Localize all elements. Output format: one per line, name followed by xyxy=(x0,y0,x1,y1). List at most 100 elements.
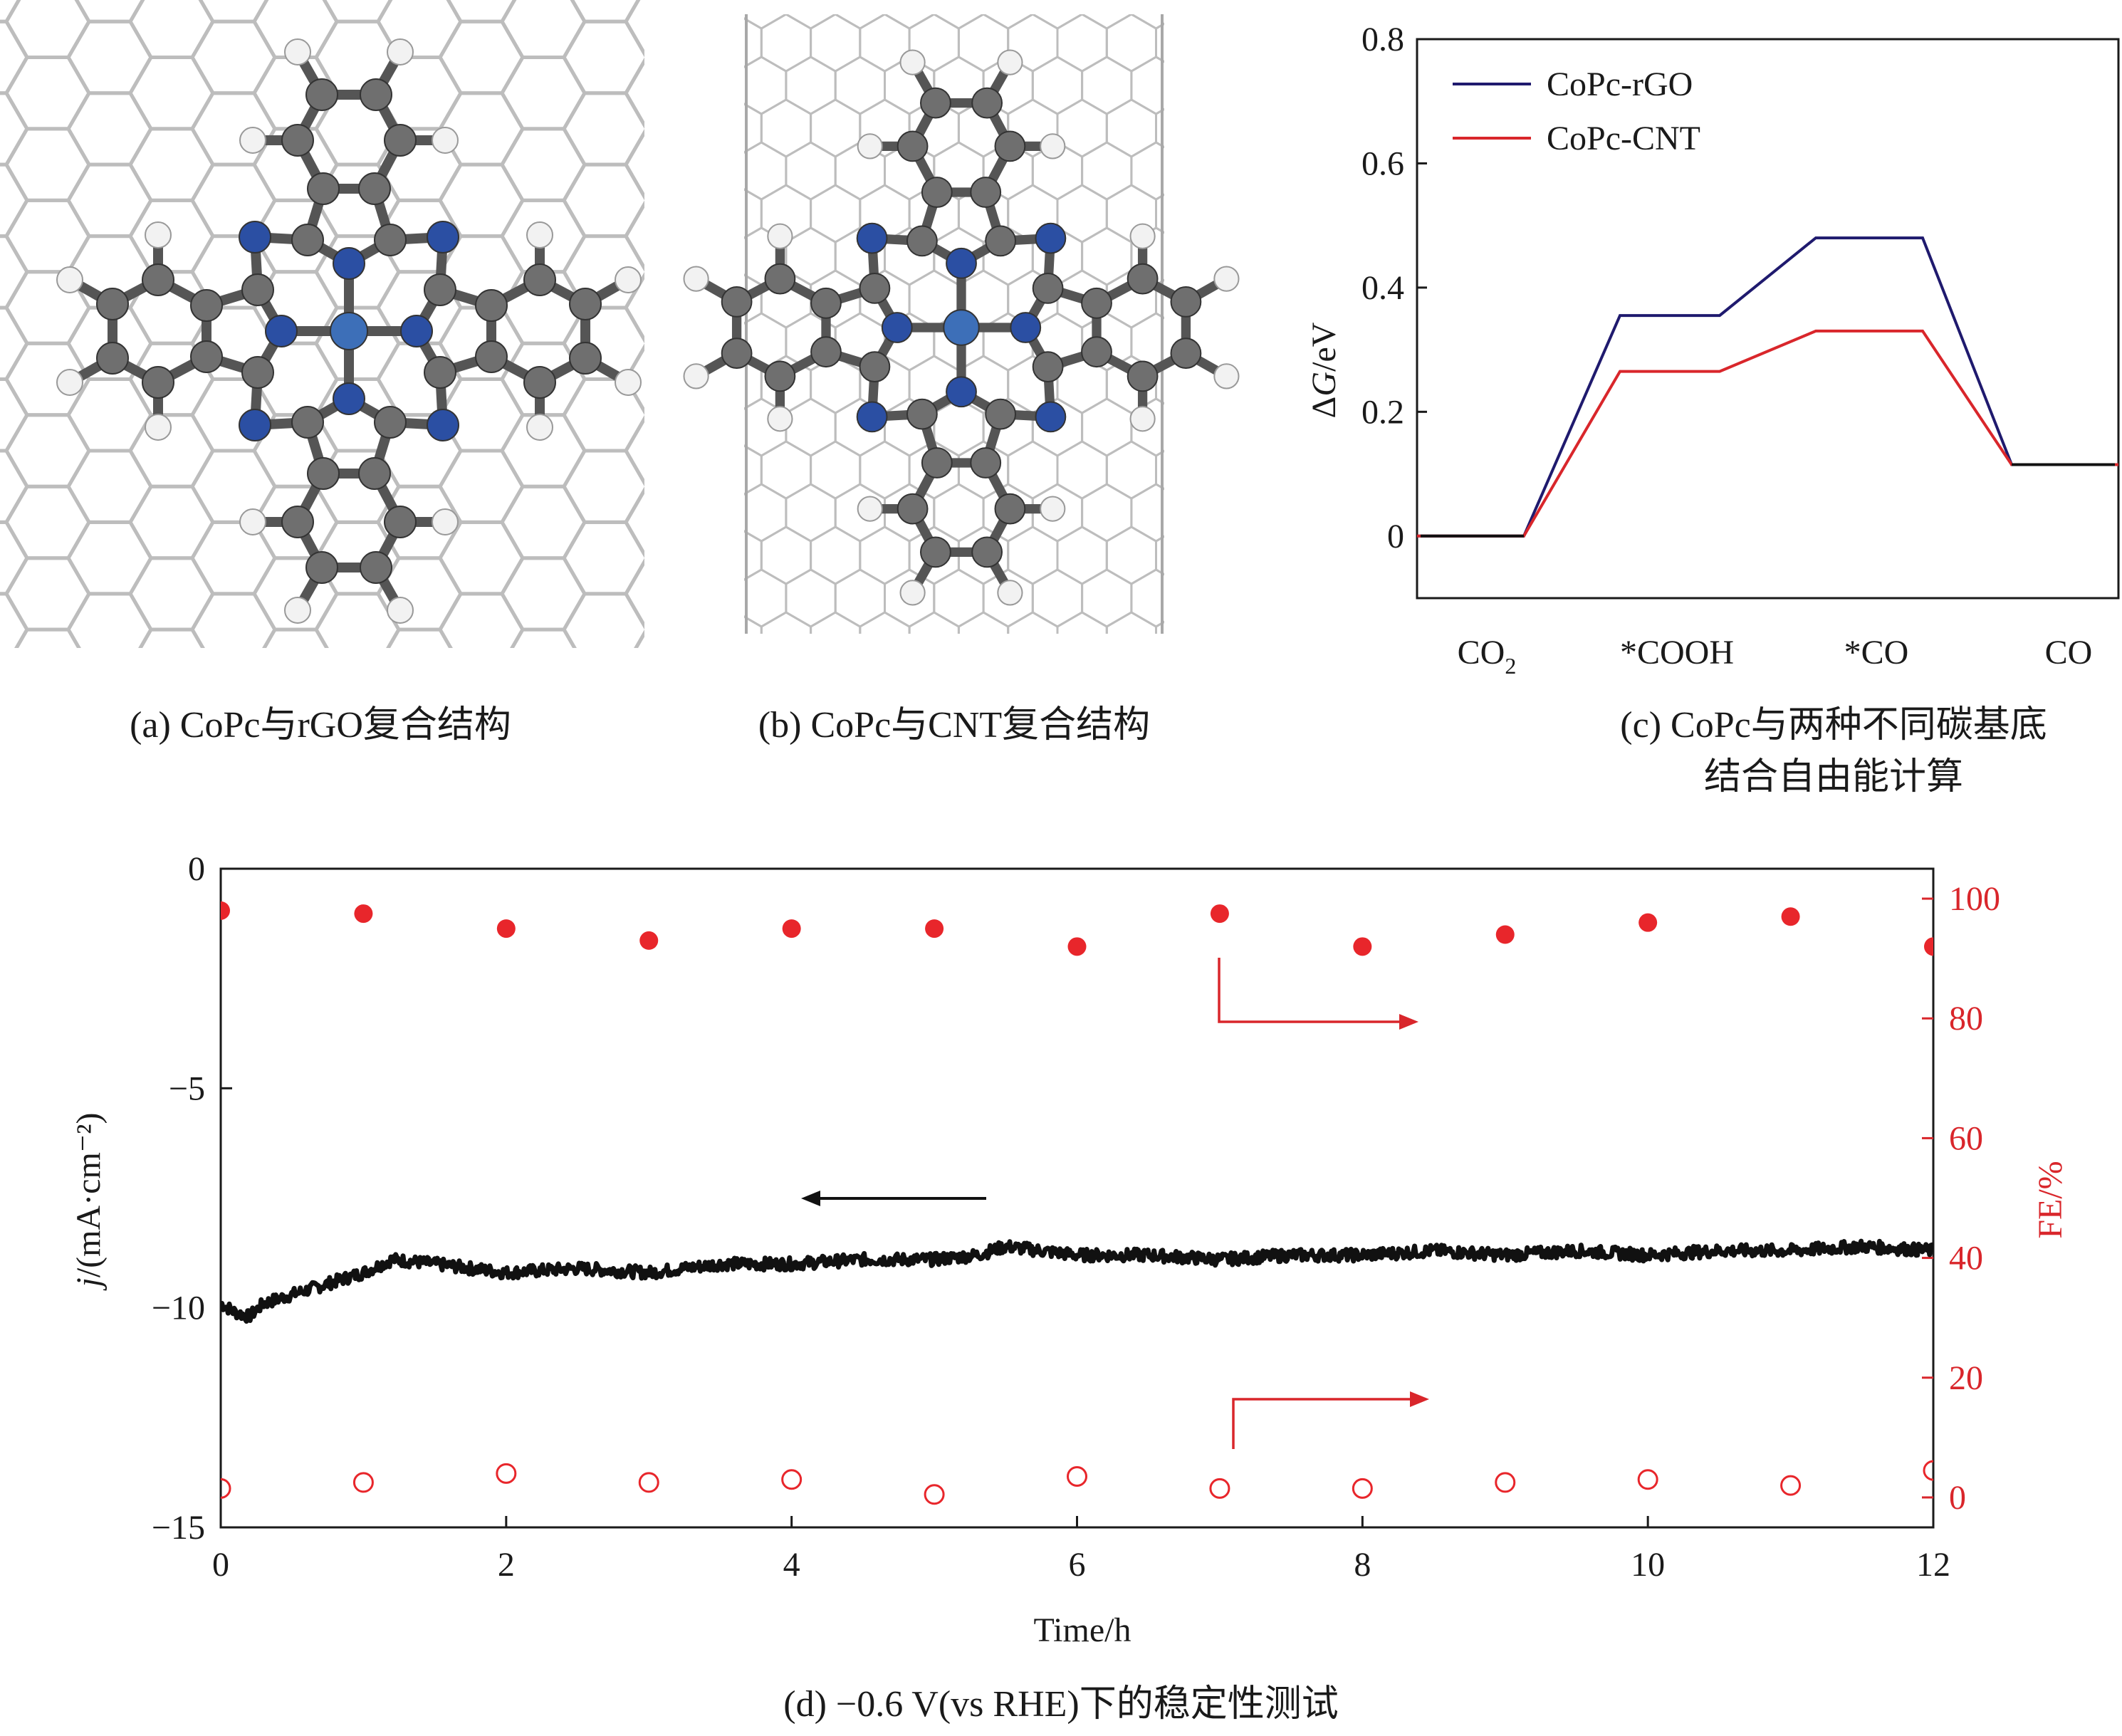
carbon-atom xyxy=(281,506,314,538)
hydrogen-atom xyxy=(615,266,642,293)
x-categories-c: CO2 *COOH *CO CO xyxy=(1458,634,2093,679)
lattice-hexagon xyxy=(624,558,644,629)
tube-hexagon xyxy=(834,14,886,30)
lattice-hexagon xyxy=(128,198,215,274)
lattice-hexagon xyxy=(624,271,644,344)
tube-hexagon xyxy=(785,141,837,201)
hydrogen-atom xyxy=(284,597,311,624)
tube-hexagon xyxy=(1007,440,1059,500)
y-tick-label-c: 0.8 xyxy=(1361,21,1404,58)
hydrogen-atom xyxy=(615,369,642,396)
tube-hexagon xyxy=(785,483,837,543)
panel-c: 0.8 0.6 0.4 0.2 0 ΔG/eV CoPc-rGO CoPc-CNT CO2… xyxy=(1305,21,2120,798)
tube-hexagon xyxy=(744,568,788,628)
tube-hexagon xyxy=(1155,22,1164,63)
hydrogen-atom xyxy=(284,38,311,66)
hydrogen-atom xyxy=(997,49,1023,75)
tube-hexagon xyxy=(859,525,911,585)
tube-hexagon xyxy=(834,56,886,115)
lattice-hexagon xyxy=(128,413,215,488)
lattice-hexagon xyxy=(4,413,91,488)
tube-hexagon xyxy=(1130,14,1164,30)
hydrogen-atom xyxy=(1213,363,1240,389)
tube-hexagon xyxy=(1155,108,1164,149)
fe-co-point xyxy=(1210,904,1229,924)
carbon-atom xyxy=(424,356,456,389)
lattice-hexagon xyxy=(510,627,577,648)
carbon-atom xyxy=(307,457,340,490)
arrow-fe-h2 xyxy=(1232,1398,1417,1449)
hydrogen-atom xyxy=(239,508,266,535)
nitrogen-atom xyxy=(400,315,433,347)
tube-hexagon xyxy=(744,17,763,68)
carbon-atom xyxy=(241,273,274,306)
carbon-atom xyxy=(906,398,938,430)
carbon-atom xyxy=(358,457,391,490)
tube-hexagon xyxy=(1081,397,1133,457)
caption-d: (d) −0.6 V(vs RHE)下的稳定性测试 xyxy=(783,1684,1338,1725)
carbon-atom xyxy=(721,286,753,318)
lattice-hexagon xyxy=(190,19,277,95)
fe-co-point xyxy=(1924,937,1933,956)
fe-co-point xyxy=(1495,925,1515,944)
lattice-hexagon xyxy=(562,449,644,524)
tube-hexagon xyxy=(785,397,837,457)
carbon-atom xyxy=(190,289,223,322)
tube-hexagon xyxy=(744,141,788,201)
lattice-hexagon xyxy=(438,592,525,648)
lattice-hexagon xyxy=(66,520,153,596)
y-tick-label-left: −5 xyxy=(169,1070,205,1107)
carbon-atom xyxy=(142,366,174,399)
lattice-hexagon xyxy=(128,127,215,202)
carbon-atom xyxy=(281,124,314,157)
lattice-hexagon xyxy=(190,520,277,596)
y-tick-label-right: 60 xyxy=(1949,1119,1983,1157)
hydrogen-atom xyxy=(526,221,553,249)
legend-label: CoPc-rGO xyxy=(1547,66,1693,103)
lattice-hexagon xyxy=(66,592,153,648)
hydrogen-atom xyxy=(145,414,172,441)
tube-hexagon xyxy=(810,525,862,585)
tube-hexagon xyxy=(785,568,837,628)
lattice-hexagon xyxy=(624,0,644,58)
tube-hexagon xyxy=(1081,141,1133,201)
carbon-atom xyxy=(971,87,1003,119)
ylabel-c-g: G xyxy=(1305,372,1343,397)
tube-hexagon xyxy=(1181,399,1230,456)
fe-co-point xyxy=(1638,913,1658,932)
nitrogen-atom xyxy=(333,247,365,280)
tube-hexagon xyxy=(1056,525,1108,585)
carbon-atom xyxy=(1127,360,1159,392)
carbon-atom xyxy=(1032,273,1064,304)
panel-b: (b) CoPc与CNT复合结构 xyxy=(683,0,1240,746)
nitrogen-atom xyxy=(881,312,913,343)
lattice-hexagon xyxy=(128,484,215,560)
panel-d: 0 2 4 6 8 10 12 0 −5 −10 −15 100 80 60 40 20 0 Time/h j/… xyxy=(70,850,2069,1725)
hydrogen-atom xyxy=(432,508,459,535)
lattice-hexagon xyxy=(190,592,277,648)
fe-h2-point xyxy=(221,1478,231,1499)
cobalt-atom xyxy=(943,309,980,346)
tube-hexagon xyxy=(687,570,736,627)
tube-hexagon xyxy=(1081,14,1133,30)
cobalt-atom xyxy=(330,312,368,350)
carbon-atom xyxy=(994,493,1026,525)
nitrogen-atom xyxy=(856,401,888,433)
hydrogen-atom xyxy=(899,49,926,75)
tube-hexagon xyxy=(1105,440,1157,500)
x-tick-label-d: 4 xyxy=(783,1546,800,1584)
lattice-hexagon xyxy=(4,556,91,632)
tube-hexagon xyxy=(687,399,736,456)
tube-hexagon xyxy=(884,14,936,30)
tube-hexagon xyxy=(1031,14,1084,30)
tube-hexagon xyxy=(687,0,736,28)
x-tick-label-d: 8 xyxy=(1354,1546,1371,1584)
tube-hexagon xyxy=(810,184,862,244)
hydrogen-atom xyxy=(997,580,1023,606)
direction-arrows xyxy=(801,958,1429,1449)
y-tick-label-left: −10 xyxy=(152,1290,205,1327)
caption-a: (a) CoPc与rGO复合结构 xyxy=(130,705,511,746)
tube-hexagon xyxy=(1130,56,1164,115)
lattice-hexagon xyxy=(14,627,81,648)
y-tick-label-c: 0.4 xyxy=(1361,269,1404,307)
